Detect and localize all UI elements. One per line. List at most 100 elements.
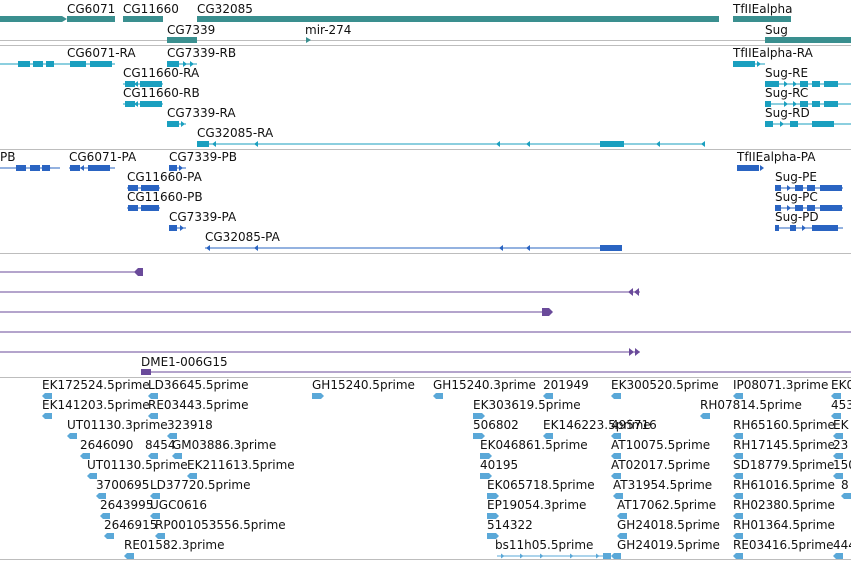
est-feature-right[interactable] xyxy=(480,473,492,479)
est-feature-block[interactable] xyxy=(603,553,611,559)
transcript-label[interactable]: CG7339-RB xyxy=(167,46,236,60)
exon-block[interactable] xyxy=(90,61,112,67)
est-feature-left[interactable] xyxy=(733,473,743,479)
est-feature-left[interactable] xyxy=(733,393,743,399)
est-feature-right[interactable] xyxy=(473,433,485,439)
est-feature-left[interactable] xyxy=(42,393,52,399)
est-feature-left[interactable] xyxy=(543,433,553,439)
est-feature-left[interactable] xyxy=(155,533,165,539)
est-label[interactable]: GH24019.5prime xyxy=(617,538,720,552)
protein-label[interactable]: CG7339-PA xyxy=(169,210,237,224)
gene-label[interactable]: TfIIEalpha xyxy=(732,2,792,16)
est-feature-left[interactable] xyxy=(187,473,197,479)
est-label[interactable]: 453 xyxy=(831,398,851,412)
gene-label[interactable]: CG7339 xyxy=(167,23,215,37)
est-label[interactable]: LD37720.5prime xyxy=(150,478,251,492)
est-label[interactable]: 150 xyxy=(833,458,851,472)
exon-block[interactable] xyxy=(807,185,815,191)
exon-block[interactable] xyxy=(600,141,624,147)
est-feature-left[interactable] xyxy=(96,493,106,499)
est-label[interactable]: GH24018.5prime xyxy=(617,518,720,532)
est-feature-left[interactable] xyxy=(831,393,841,399)
est-label[interactable]: EK146223.5prime xyxy=(543,418,651,432)
est-feature-left[interactable] xyxy=(67,433,77,439)
protein-label[interactable]: CG32085-PA xyxy=(205,230,281,244)
exon-block[interactable] xyxy=(765,101,771,107)
est-label[interactable]: EK141203.5prime xyxy=(42,398,150,412)
est-label[interactable]: RH65160.5prime xyxy=(733,418,835,432)
est-feature-left[interactable] xyxy=(733,433,743,439)
exon-block[interactable] xyxy=(800,101,808,107)
exon-block[interactable] xyxy=(141,185,159,191)
gene-bar[interactable] xyxy=(0,16,62,22)
est-feature-left[interactable] xyxy=(833,453,843,459)
protein-label[interactable]: Sug-PD xyxy=(775,210,819,224)
exon-block[interactable] xyxy=(167,121,179,127)
est-label[interactable]: UGC0616 xyxy=(150,498,207,512)
est-feature-left[interactable] xyxy=(543,393,553,399)
est-label[interactable]: UT01130.3prime xyxy=(67,418,168,432)
est-feature-right[interactable] xyxy=(312,393,324,399)
est-feature-left[interactable] xyxy=(611,393,621,399)
est-label[interactable]: RE03443.5prime xyxy=(148,398,249,412)
est-label[interactable]: AT17062.5prime xyxy=(617,498,716,512)
transcript-label[interactable]: Sug-RD xyxy=(765,106,810,120)
est-label[interactable]: 2643995 xyxy=(100,498,153,512)
est-label[interactable]: EK172524.5prime xyxy=(42,378,150,392)
est-label[interactable]: LD36645.5prime xyxy=(148,378,249,392)
est-label[interactable]: EK046861.5prime xyxy=(480,438,588,452)
exon-block[interactable] xyxy=(824,101,838,107)
exon-block[interactable] xyxy=(42,165,50,171)
est-feature-right[interactable] xyxy=(487,533,499,539)
exon-block[interactable] xyxy=(795,185,803,191)
transcript-label[interactable]: CG11660-RA xyxy=(123,66,200,80)
est-label[interactable]: RE03416.5prime xyxy=(733,538,834,552)
gene-bar[interactable] xyxy=(197,16,719,22)
est-label[interactable]: IP08071.3prime xyxy=(733,378,828,392)
clone-end-block[interactable] xyxy=(141,369,151,375)
transcript-label[interactable]: CG11660-RB xyxy=(123,86,200,100)
exon-block[interactable] xyxy=(812,225,838,231)
exon-block[interactable] xyxy=(125,81,135,87)
est-feature-left[interactable] xyxy=(611,473,621,479)
transcript-label[interactable]: Sug-RE xyxy=(765,66,808,80)
gene-bar[interactable] xyxy=(167,37,197,43)
exon-block[interactable] xyxy=(88,165,110,171)
exon-block[interactable] xyxy=(737,165,759,171)
est-feature-left[interactable] xyxy=(611,433,621,439)
est-feature-left[interactable] xyxy=(104,533,114,539)
est-feature-left[interactable] xyxy=(80,453,90,459)
est-label[interactable]: 514322 xyxy=(487,518,533,532)
transcript-label[interactable]: CG6071-RA xyxy=(67,46,136,60)
est-feature-left[interactable] xyxy=(833,433,843,439)
est-feature-left[interactable] xyxy=(167,433,177,439)
est-label[interactable]: AT02017.5prime xyxy=(611,458,710,472)
exon-block[interactable] xyxy=(600,245,622,251)
exon-block[interactable] xyxy=(795,205,803,211)
est-label[interactable]: GM03886.3prime xyxy=(172,438,276,452)
protein-label[interactable]: CG11660-PB xyxy=(127,190,203,204)
est-feature-left[interactable] xyxy=(87,473,97,479)
est-feature-left[interactable] xyxy=(148,413,158,419)
transcript-label[interactable]: CG7339-RA xyxy=(167,106,236,120)
gene-label[interactable]: CG32085 xyxy=(197,2,253,16)
est-feature-left[interactable] xyxy=(733,553,743,559)
exon-block[interactable] xyxy=(812,121,834,127)
est-feature-left[interactable] xyxy=(831,413,841,419)
est-feature-left[interactable] xyxy=(733,493,743,499)
est-feature-left[interactable] xyxy=(124,553,134,559)
est-label[interactable]: RP001053556.5prime xyxy=(155,518,286,532)
gene-label[interactable]: mir-274 xyxy=(305,23,351,37)
gene-label[interactable]: CG11660 xyxy=(123,2,179,16)
exon-block[interactable] xyxy=(812,81,820,87)
est-label[interactable]: UT01130.5prime xyxy=(87,458,188,472)
est-label[interactable]: EP19054.3prime xyxy=(487,498,586,512)
est-feature-right[interactable] xyxy=(480,453,492,459)
est-label[interactable]: 2646915 xyxy=(104,518,157,532)
est-label[interactable]: EK xyxy=(833,418,850,432)
gene-bar[interactable] xyxy=(67,16,115,22)
est-feature-left[interactable] xyxy=(150,513,160,519)
est-label[interactable]: EK300520.5prime xyxy=(611,378,719,392)
exon-block[interactable] xyxy=(140,81,162,87)
exon-block[interactable] xyxy=(141,205,159,211)
